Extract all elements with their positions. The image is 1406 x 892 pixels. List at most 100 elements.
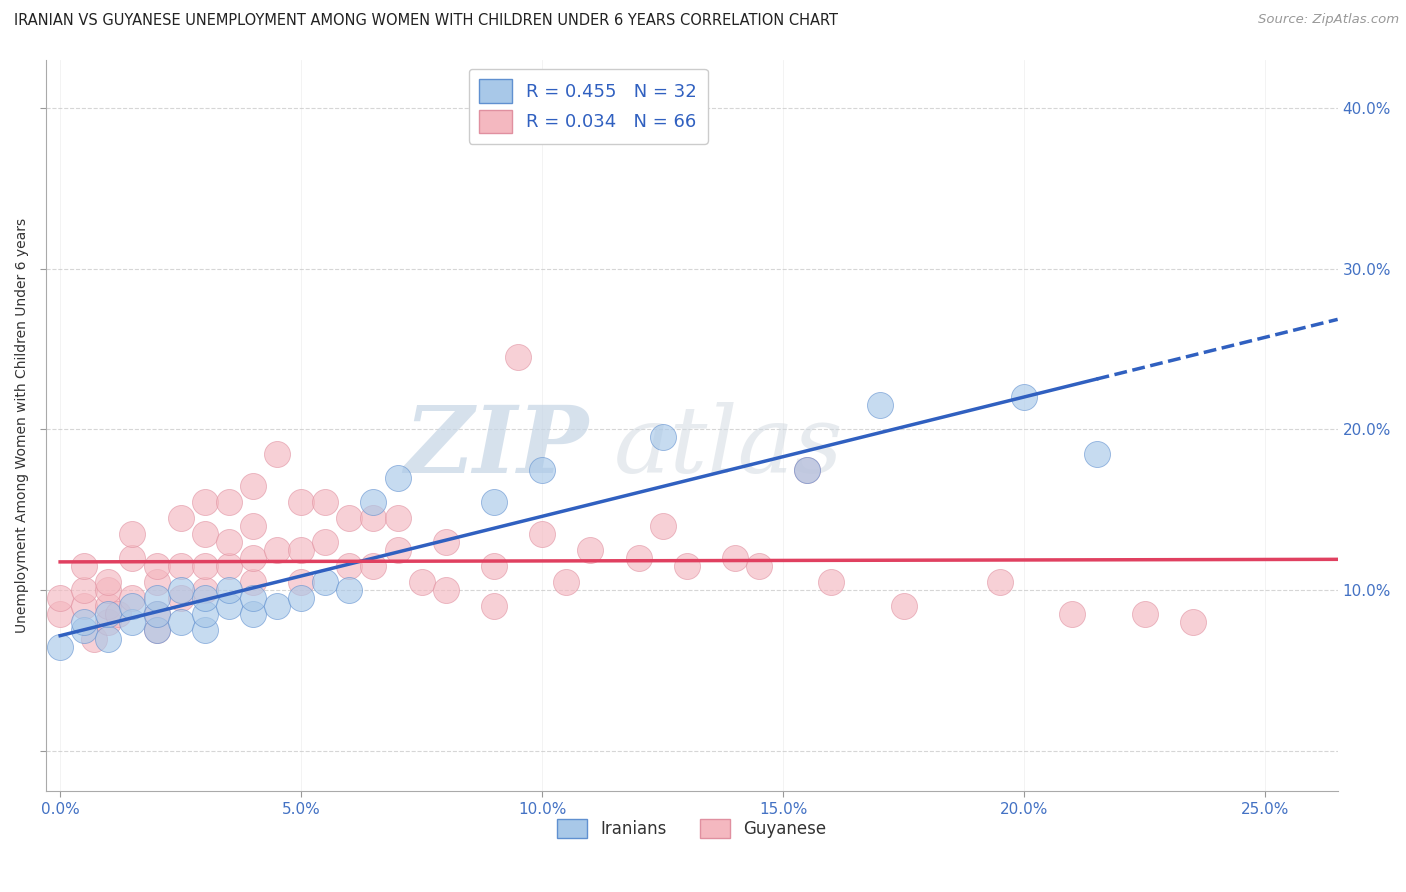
Point — [242, 591, 264, 606]
Point — [651, 519, 673, 533]
Point — [988, 575, 1011, 590]
Text: ZIP: ZIP — [404, 402, 588, 492]
Text: atlas: atlas — [614, 402, 844, 492]
Point — [107, 607, 129, 622]
Point — [531, 527, 554, 541]
Point — [651, 430, 673, 444]
Point — [73, 615, 96, 630]
Point — [194, 583, 217, 598]
Point — [387, 471, 409, 485]
Point — [169, 583, 191, 598]
Point — [218, 599, 240, 614]
Point — [482, 599, 505, 614]
Point — [218, 559, 240, 574]
Point — [218, 495, 240, 509]
Point — [145, 559, 167, 574]
Point — [194, 591, 217, 606]
Point — [676, 559, 699, 574]
Point — [314, 575, 336, 590]
Point — [194, 527, 217, 541]
Point — [820, 575, 842, 590]
Point — [97, 599, 120, 614]
Point — [49, 607, 72, 622]
Point — [337, 511, 360, 525]
Point — [169, 511, 191, 525]
Point — [411, 575, 433, 590]
Point — [434, 535, 457, 549]
Point — [1182, 615, 1205, 630]
Point — [145, 624, 167, 638]
Point — [579, 543, 602, 558]
Point — [387, 511, 409, 525]
Point — [893, 599, 915, 614]
Point — [266, 446, 288, 460]
Point — [531, 463, 554, 477]
Point — [73, 583, 96, 598]
Point — [290, 591, 312, 606]
Point — [73, 559, 96, 574]
Point — [434, 583, 457, 598]
Point — [121, 615, 143, 630]
Point — [242, 479, 264, 493]
Point — [49, 640, 72, 654]
Point — [218, 583, 240, 598]
Point — [242, 519, 264, 533]
Point — [73, 624, 96, 638]
Point — [121, 591, 143, 606]
Point — [482, 559, 505, 574]
Point — [97, 615, 120, 630]
Point — [627, 551, 650, 566]
Text: Source: ZipAtlas.com: Source: ZipAtlas.com — [1258, 13, 1399, 27]
Point — [748, 559, 770, 574]
Point — [482, 495, 505, 509]
Point — [869, 398, 891, 412]
Point — [121, 599, 143, 614]
Point — [169, 591, 191, 606]
Point — [1085, 446, 1108, 460]
Legend: Iranians, Guyanese: Iranians, Guyanese — [550, 813, 834, 845]
Point — [337, 583, 360, 598]
Point — [337, 559, 360, 574]
Point — [796, 463, 818, 477]
Text: IRANIAN VS GUYANESE UNEMPLOYMENT AMONG WOMEN WITH CHILDREN UNDER 6 YEARS CORRELA: IRANIAN VS GUYANESE UNEMPLOYMENT AMONG W… — [14, 13, 838, 29]
Point — [145, 591, 167, 606]
Point — [1062, 607, 1084, 622]
Point — [169, 615, 191, 630]
Point — [363, 511, 385, 525]
Point — [363, 559, 385, 574]
Point — [314, 535, 336, 549]
Point — [242, 607, 264, 622]
Point — [266, 543, 288, 558]
Point — [242, 575, 264, 590]
Point — [724, 551, 747, 566]
Point — [242, 551, 264, 566]
Point — [796, 463, 818, 477]
Point — [73, 599, 96, 614]
Y-axis label: Unemployment Among Women with Children Under 6 years: Unemployment Among Women with Children U… — [15, 218, 30, 633]
Point — [363, 495, 385, 509]
Point — [555, 575, 578, 590]
Point — [121, 551, 143, 566]
Point — [1133, 607, 1156, 622]
Point — [97, 607, 120, 622]
Point — [194, 607, 217, 622]
Point — [194, 495, 217, 509]
Point — [145, 624, 167, 638]
Point — [194, 559, 217, 574]
Point — [314, 495, 336, 509]
Point — [145, 607, 167, 622]
Point — [83, 632, 105, 646]
Point — [49, 591, 72, 606]
Point — [290, 495, 312, 509]
Point — [169, 559, 191, 574]
Point — [97, 575, 120, 590]
Point — [145, 575, 167, 590]
Point — [97, 632, 120, 646]
Point — [218, 535, 240, 549]
Point — [387, 543, 409, 558]
Point — [145, 607, 167, 622]
Point — [97, 583, 120, 598]
Point — [290, 543, 312, 558]
Point — [506, 350, 529, 364]
Point — [1014, 390, 1036, 404]
